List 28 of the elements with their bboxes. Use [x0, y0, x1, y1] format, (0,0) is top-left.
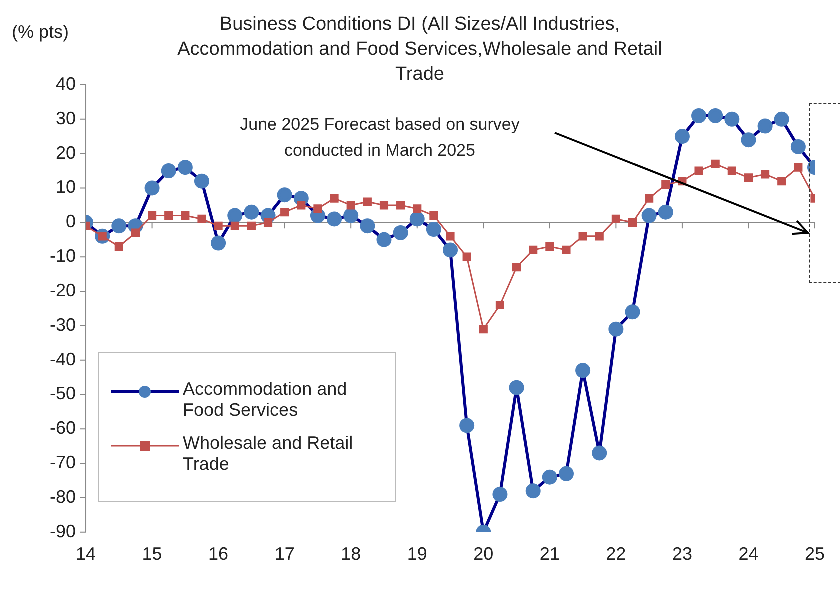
y-tick-label: -50: [50, 384, 76, 404]
y-tick-label: -40: [50, 349, 76, 370]
x-tick-label: 25: [804, 544, 826, 564]
y-tick-label: 10: [56, 177, 76, 198]
x-tick-label: 21: [540, 544, 560, 564]
y-tick-label: 30: [56, 108, 76, 128]
y-tick-label: -10: [50, 246, 76, 266]
x-tick-label: 18: [341, 544, 362, 564]
y-tick-label: -20: [50, 280, 76, 300]
x-tick-label: 23: [672, 544, 692, 564]
x-tick-label: 24: [738, 544, 759, 564]
x-tick-label: 17: [274, 544, 295, 564]
x-tick-label: 19: [407, 544, 428, 564]
y-tick-label: -90: [50, 521, 76, 542]
y-axis-title: (% pts): [12, 22, 70, 43]
y-tick-label: -70: [50, 452, 76, 473]
y-tick-label: -80: [50, 486, 76, 507]
y-tick-label: -60: [50, 418, 76, 438]
y-tick-label: 0: [66, 212, 76, 232]
x-tick-label: 22: [606, 544, 626, 564]
y-tick-label: 40: [56, 74, 76, 94]
x-tick-label: 16: [208, 544, 229, 564]
x-tick-label: 20: [474, 544, 494, 564]
y-tick-label: -30: [50, 314, 76, 335]
y-tick-label: 20: [56, 142, 76, 163]
x-tick-label: 15: [142, 544, 162, 564]
x-tick-label: 14: [76, 544, 96, 564]
chart-title: Business Conditions DI (All Sizes/All Industries, Accommodation and Food Services,Wholesale and Retail Trade: [176, 13, 664, 87]
